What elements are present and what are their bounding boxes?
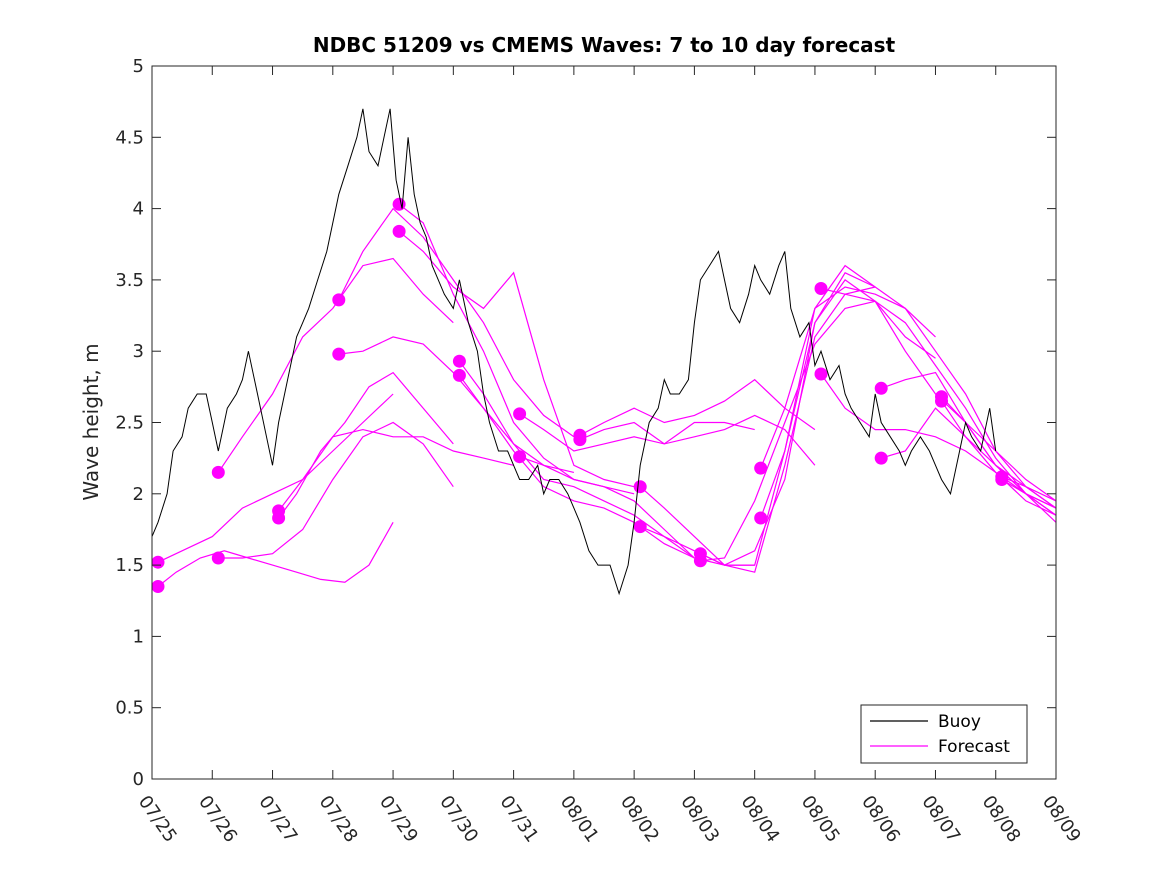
y-tick-label: 3 xyxy=(133,341,144,362)
y-axis-label: Wave height, m xyxy=(79,343,103,500)
forecast-start-point xyxy=(392,224,406,238)
forecast-start-point xyxy=(754,511,768,525)
forecast-line xyxy=(700,300,936,562)
forecast-line xyxy=(278,428,514,512)
y-tick-label: 4 xyxy=(133,199,144,220)
legend-buoy-label: Buoy xyxy=(938,712,981,732)
forecast-line xyxy=(398,230,635,488)
forecast-line xyxy=(941,400,1057,516)
forecast-line xyxy=(1001,476,1057,502)
forecast-start-point xyxy=(874,381,888,395)
forecast-start-point xyxy=(693,554,707,568)
forecast-start-point xyxy=(272,504,286,518)
forecast-start-point xyxy=(211,551,225,565)
y-tick-label: 1 xyxy=(133,626,144,647)
forecast-line xyxy=(519,456,755,566)
forecast-line xyxy=(579,414,816,466)
forecast-start-point xyxy=(935,394,948,408)
forecast-line xyxy=(458,375,695,559)
chart-title: NDBC 51209 vs CMEMS Waves: 7 to 10 day f… xyxy=(313,33,896,57)
y-tick-label: 2 xyxy=(133,484,144,505)
forecast-line xyxy=(519,413,755,452)
forecast-start-point xyxy=(573,433,587,447)
forecast-line xyxy=(338,207,575,438)
forecast-start-point xyxy=(995,473,1009,486)
forecast-line xyxy=(820,287,1057,502)
forecast-start-point xyxy=(211,465,225,479)
forecast-start-point xyxy=(452,368,466,382)
forecast-start-point xyxy=(633,480,647,494)
forecast-line xyxy=(338,336,575,473)
y-tick-label: 0 xyxy=(133,769,144,790)
y-tick-label: 0.5 xyxy=(115,698,144,719)
forecast-start-point xyxy=(513,450,527,464)
buoy-series-group xyxy=(151,108,997,596)
buoy-line xyxy=(151,108,997,596)
forecast-line xyxy=(639,286,876,573)
forecast-start-point xyxy=(754,461,768,475)
forecast-start-point xyxy=(151,580,165,593)
legend-forecast-label: Forecast xyxy=(938,737,1010,757)
forecast-start-point xyxy=(151,555,165,569)
forecast-start-point xyxy=(452,354,466,368)
y-tick-label: 3.5 xyxy=(115,270,144,291)
forecast-start-point xyxy=(633,520,647,534)
forecast-line xyxy=(1001,478,1057,509)
forecast-line xyxy=(458,360,695,559)
forecast-start-point xyxy=(814,367,828,381)
forecast-line xyxy=(278,371,454,519)
y-tick-label: 2.5 xyxy=(115,413,144,434)
forecast-line xyxy=(157,522,394,587)
forecast-start-point xyxy=(332,293,346,307)
forecast-line xyxy=(579,378,816,436)
y-tick-label: 1.5 xyxy=(115,555,144,576)
forecast-start-point xyxy=(513,407,527,421)
y-tick-label: 4.5 xyxy=(115,127,144,148)
forecast-line xyxy=(760,286,1057,509)
forecast-line xyxy=(639,264,876,566)
legend: Buoy Forecast xyxy=(860,704,1028,764)
forecast-line xyxy=(760,279,1057,519)
legend-box xyxy=(860,704,1028,764)
forecast-start-point xyxy=(814,282,828,295)
forecast-start-point xyxy=(332,347,346,361)
forecast-line xyxy=(217,257,454,473)
forecast-start-point xyxy=(874,451,888,465)
forecast-start-point xyxy=(392,197,406,211)
forecast-series-group xyxy=(151,197,1057,593)
y-tick-label: 5 xyxy=(133,56,144,77)
